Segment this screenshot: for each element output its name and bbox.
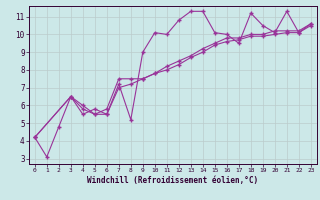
X-axis label: Windchill (Refroidissement éolien,°C): Windchill (Refroidissement éolien,°C): [87, 176, 258, 185]
